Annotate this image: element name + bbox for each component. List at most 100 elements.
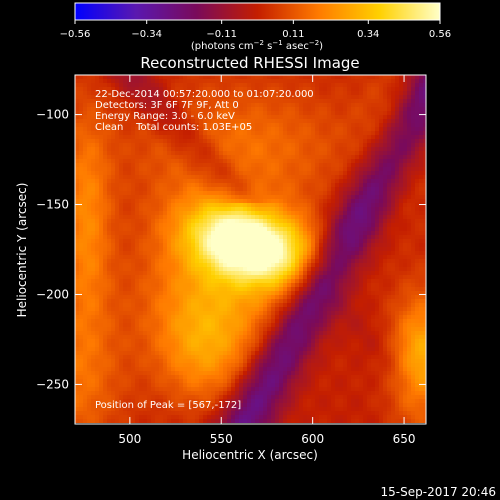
heatmap-cell (403, 287, 407, 291)
heatmap-cell (179, 219, 183, 223)
heatmap-cell (235, 203, 239, 207)
heatmap-cell (195, 163, 199, 167)
heatmap-cell (275, 119, 279, 123)
heatmap-cell (75, 215, 79, 219)
heatmap-cell (155, 103, 159, 107)
heatmap-cell (143, 259, 147, 263)
heatmap-cell (167, 183, 171, 187)
heatmap-cell (251, 155, 255, 159)
heatmap-cell (203, 279, 207, 283)
heatmap-cell (131, 195, 135, 199)
heatmap-cell (203, 235, 207, 239)
heatmap-cell (195, 283, 199, 287)
heatmap-cell (95, 299, 99, 303)
heatmap-cell (135, 127, 139, 131)
heatmap-cell (195, 79, 199, 83)
heatmap-cell (175, 219, 179, 223)
heatmap-cell (131, 207, 135, 211)
heatmap-cell (115, 163, 119, 167)
heatmap-cell (151, 275, 155, 279)
heatmap-cell (231, 99, 235, 103)
heatmap-cell (119, 195, 123, 199)
heatmap-cell (163, 239, 167, 243)
heatmap-cell (399, 119, 403, 123)
heatmap-cell (407, 263, 411, 267)
heatmap-cell (199, 91, 203, 95)
heatmap-cell (215, 115, 219, 119)
heatmap-cell (123, 179, 127, 183)
heatmap-cell (231, 223, 235, 227)
heatmap-cell (423, 195, 426, 199)
heatmap-cell (123, 279, 127, 283)
heatmap-cell (103, 195, 107, 199)
heatmap-cell (279, 247, 283, 251)
heatmap-cell (331, 107, 335, 111)
heatmap-cell (331, 267, 335, 271)
heatmap-cell (387, 251, 391, 255)
heatmap-cell (255, 155, 259, 159)
heatmap-cell (135, 223, 139, 227)
heatmap-cell (363, 79, 367, 83)
heatmap-cell (223, 159, 227, 163)
heatmap-cell (391, 183, 395, 187)
heatmap-cell (335, 103, 339, 107)
heatmap-cell (139, 219, 143, 223)
heatmap-cell (327, 179, 331, 183)
heatmap-cell (387, 167, 391, 171)
heatmap-cell (207, 151, 211, 155)
heatmap-cell (351, 283, 355, 287)
heatmap-cell (415, 91, 419, 95)
heatmap-cell (215, 227, 219, 231)
heatmap-cell (199, 263, 203, 267)
heatmap-cell (391, 287, 395, 291)
heatmap-cell (223, 103, 227, 107)
heatmap-cell (171, 87, 175, 91)
heatmap-cell (103, 191, 107, 195)
heatmap-cell (267, 139, 271, 143)
heatmap-cell (411, 283, 415, 287)
heatmap-cell (111, 295, 115, 299)
heatmap-cell (143, 103, 147, 107)
heatmap-cell (391, 91, 395, 95)
heatmap-cell (299, 199, 303, 203)
heatmap-cell (223, 79, 227, 83)
heatmap-cell (159, 279, 163, 283)
heatmap-cell (111, 243, 115, 247)
heatmap-cell (315, 119, 319, 123)
heatmap-cell (171, 83, 175, 87)
heatmap-cell (411, 191, 415, 195)
heatmap-cell (291, 199, 295, 203)
heatmap-cell (175, 123, 179, 127)
heatmap-cell (211, 243, 215, 247)
heatmap-cell (95, 195, 99, 199)
heatmap-cell (207, 275, 211, 279)
heatmap-cell (143, 179, 147, 183)
heatmap-cell (235, 75, 239, 79)
heatmap-cell (187, 207, 191, 211)
heatmap-cell (239, 259, 243, 263)
heatmap-cell (295, 183, 299, 187)
heatmap-cell (231, 239, 235, 243)
heatmap-cell (123, 143, 127, 147)
heatmap-cell (331, 111, 335, 115)
heatmap-cell (127, 123, 131, 127)
heatmap-cell (183, 191, 187, 195)
heatmap-cell (235, 123, 239, 127)
heatmap-cell (239, 79, 243, 83)
heatmap-cell (391, 247, 395, 251)
heatmap-cell (271, 211, 275, 215)
heatmap-cell (171, 247, 175, 251)
heatmap-cell (319, 99, 323, 103)
heatmap-cell (287, 135, 291, 139)
heatmap-cell (203, 123, 207, 127)
heatmap-cell (179, 251, 183, 255)
heatmap-cell (143, 195, 147, 199)
heatmap-cell (347, 163, 351, 167)
heatmap-cell (283, 123, 287, 127)
heatmap-cell (267, 115, 271, 119)
heatmap-cell (347, 119, 351, 123)
heatmap-cell (195, 263, 199, 267)
heatmap-cell (103, 111, 107, 115)
heatmap-cell (299, 231, 303, 235)
heatmap-cell (383, 87, 387, 91)
